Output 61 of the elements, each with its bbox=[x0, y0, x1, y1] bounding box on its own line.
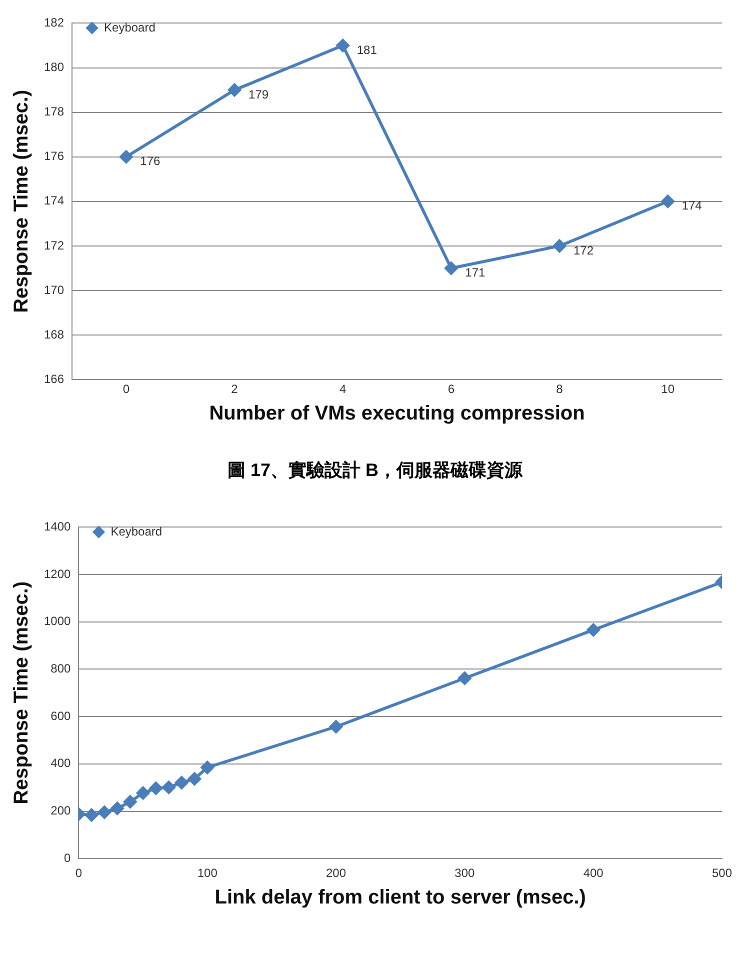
y-tick-label: 180 bbox=[44, 60, 64, 74]
x-tick-label: 300 bbox=[454, 866, 476, 880]
point bbox=[586, 623, 600, 636]
point bbox=[120, 150, 133, 164]
point bbox=[162, 780, 176, 794]
legend-label: Keyboard bbox=[110, 524, 162, 538]
point bbox=[553, 239, 566, 252]
point bbox=[228, 84, 242, 97]
x-tick-label: 8 bbox=[556, 382, 564, 396]
point bbox=[458, 672, 472, 685]
y-tick-label: 182 bbox=[44, 16, 64, 30]
data-label: 181 bbox=[356, 42, 378, 57]
point bbox=[85, 808, 98, 822]
y-tick-label: 176 bbox=[44, 149, 64, 164]
y-tick-label: 600 bbox=[50, 708, 72, 723]
data-label: 179 bbox=[248, 87, 269, 102]
legend-label: Keyboard bbox=[104, 20, 156, 34]
y-tick-label: 800 bbox=[50, 662, 72, 676]
x-tick-label: 4 bbox=[340, 382, 346, 396]
point bbox=[661, 194, 674, 208]
point bbox=[149, 782, 162, 795]
x-tick-label: 2 bbox=[231, 382, 238, 396]
y-tick-label: 172 bbox=[44, 238, 64, 252]
point bbox=[330, 720, 343, 734]
x-tick-label: 100 bbox=[197, 866, 218, 880]
data-label: 171 bbox=[465, 266, 486, 280]
x-tick-label: 400 bbox=[583, 866, 604, 880]
y-tick-label: 1000 bbox=[44, 614, 72, 628]
x-tick-label: 200 bbox=[326, 866, 346, 880]
x-tick-label: 6 bbox=[448, 382, 455, 396]
y-tick-label: 174 bbox=[44, 194, 64, 208]
point bbox=[336, 38, 350, 52]
data-label: 176 bbox=[140, 154, 161, 168]
y-tick-label: 1400 bbox=[44, 520, 72, 534]
y-tick-label: 170 bbox=[44, 282, 64, 297]
point bbox=[444, 262, 458, 275]
y-tick-label: 168 bbox=[44, 327, 64, 342]
point bbox=[175, 776, 188, 790]
y-tick-label: 400 bbox=[50, 756, 72, 770]
x-tick-label: 0 bbox=[122, 382, 130, 396]
point bbox=[136, 786, 150, 800]
point bbox=[110, 802, 124, 815]
y-tick-label: 0 bbox=[64, 850, 72, 865]
y-tick-label: 166 bbox=[44, 372, 64, 386]
data-label: 172 bbox=[574, 243, 594, 258]
data-label: 174 bbox=[682, 198, 702, 213]
y-tick-label: 1200 bbox=[44, 566, 72, 581]
x-axis-title: Link delay from client to server (msec.) bbox=[214, 886, 586, 909]
y-tick-label: 200 bbox=[50, 804, 72, 818]
y-axis-title: Response Time (msec.) bbox=[10, 581, 33, 804]
point bbox=[188, 772, 201, 786]
y-tick-label: 178 bbox=[44, 104, 64, 119]
point bbox=[98, 806, 111, 819]
x-tick-label: 0 bbox=[75, 866, 82, 880]
x-tick-label: 10 bbox=[661, 382, 675, 396]
point bbox=[124, 795, 137, 808]
caption: 圖 17、實驗設計 B，伺服器磁碟資源 bbox=[226, 459, 524, 482]
y-axis-title: Response Time (msec.) bbox=[10, 90, 33, 313]
point bbox=[200, 760, 214, 774]
x-axis-title: Number of VMs executing compression bbox=[209, 402, 585, 425]
x-tick-label: 500 bbox=[712, 866, 732, 880]
